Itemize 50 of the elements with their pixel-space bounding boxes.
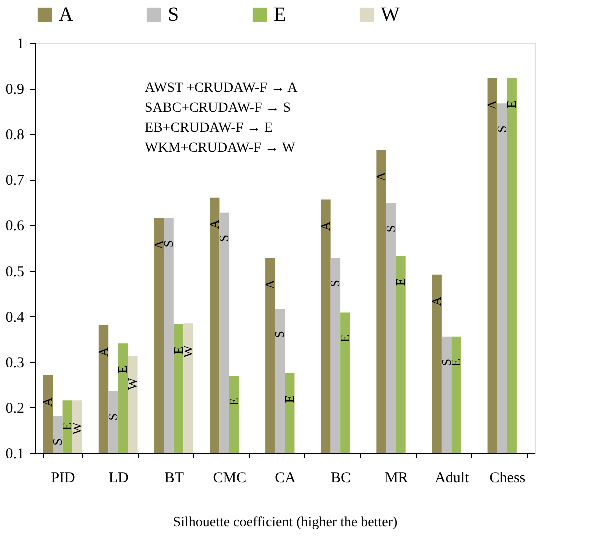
annotation: SABC+CRUDAW-F → S	[145, 101, 292, 116]
text: E	[115, 366, 130, 374]
text: A	[40, 398, 56, 407]
text: S	[383, 225, 398, 233]
x-axis-title: Silhouette coefficient (higher the better)	[173, 516, 398, 530]
legend-label: A	[59, 4, 74, 26]
legend-label: W	[381, 4, 400, 26]
legend-label: E	[274, 4, 286, 26]
text: A	[262, 280, 278, 290]
text: E	[282, 395, 297, 404]
y-tick-label: 0.6	[6, 218, 25, 235]
x-tick-label: LD	[108, 470, 129, 486]
x-tick-label: MR	[384, 470, 408, 486]
text: E	[392, 278, 408, 286]
text: W	[124, 378, 140, 390]
y-tick-label: 0.9	[6, 82, 24, 98]
x-tick-label: BT	[164, 470, 184, 486]
text: E	[226, 398, 242, 406]
x-tick-label: CMC	[213, 470, 247, 486]
annotation: EB+CRUDAW-F → E	[145, 121, 274, 136]
y-tick-label: 0.7	[6, 173, 25, 190]
y-tick-label: 1	[17, 36, 24, 52]
x-tick-label: BC	[331, 470, 352, 486]
y-tick-label: 0.5	[6, 264, 24, 280]
text: A	[429, 296, 444, 306]
text: A	[318, 222, 333, 232]
text: S	[50, 438, 65, 446]
text: S	[328, 280, 343, 288]
y-tick-label: 0.2	[6, 400, 24, 417]
text: A	[96, 347, 111, 357]
y-tick-label: 0.3	[6, 355, 24, 372]
text: A	[484, 100, 500, 110]
x-tick-label: Chess	[490, 470, 526, 486]
text: A	[206, 220, 222, 230]
y-tick-label: 0.4	[6, 310, 25, 326]
x-tick-label: PID	[51, 470, 76, 486]
legend-label: S	[168, 4, 180, 26]
text: S	[272, 331, 288, 338]
y-tick-label: 0.1	[6, 446, 24, 462]
y-tick-label: 0.8	[6, 128, 24, 144]
text: S	[216, 234, 232, 242]
x-tick-label: CA	[275, 470, 296, 486]
text: E	[504, 100, 520, 108]
annotation: AWST +CRUDAW-F → A	[145, 81, 299, 96]
text: E	[337, 334, 352, 343]
text: S	[105, 414, 120, 421]
text: A	[374, 172, 389, 182]
annotation: WKM+CRUDAW-F → W	[145, 141, 296, 156]
text: S	[494, 126, 510, 133]
x-tick-label: Adult	[435, 470, 470, 486]
